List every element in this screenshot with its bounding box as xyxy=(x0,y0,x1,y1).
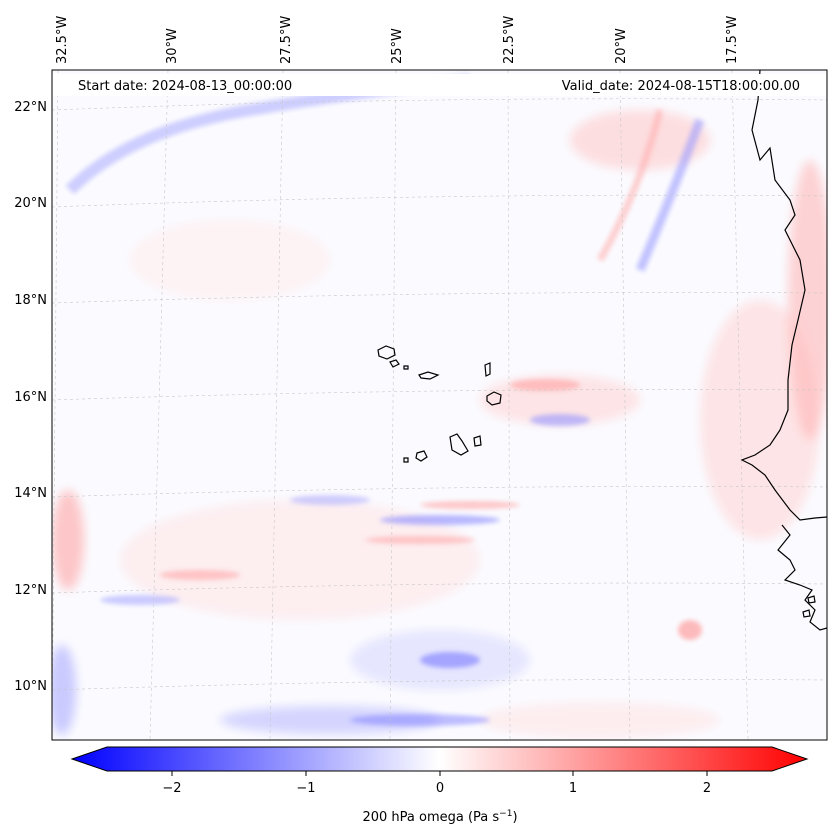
valid-date-text: Valid_date: 2024-08-15T18:00:00.00 xyxy=(562,79,800,94)
lon-tick-label: 22.5°W xyxy=(502,16,517,64)
colorbar-tick-label: −2 xyxy=(162,781,181,796)
island-fogo xyxy=(415,450,428,462)
lon-tick-label: 32.5°W xyxy=(55,16,70,64)
lat-tick-label: 16°N xyxy=(14,390,47,405)
lon-tick-label: 17.5°W xyxy=(725,16,740,64)
lon-tick-label: 25°W xyxy=(390,28,405,64)
africa-coastline xyxy=(740,70,827,631)
omega-field-broad xyxy=(52,110,827,738)
start-date-text: Start date: 2024-08-13_00:00:00 xyxy=(78,79,292,94)
island-santo-antao xyxy=(377,345,396,360)
colorbar-body xyxy=(70,746,809,772)
colorbar-tick-label: 1 xyxy=(569,781,577,796)
colorbar-label-suffix: ) xyxy=(512,810,517,825)
lat-tick-label: 22°N xyxy=(14,100,47,115)
longitude-ticks: 32.5°W 30°W 27.5°W 25°W 22.5°W 20°W 17.5… xyxy=(55,16,740,64)
map-panel: Start date: 2024-08-13_00:00:00 Valid_da… xyxy=(51,69,828,741)
coastline-mauritania-senegal xyxy=(740,70,827,521)
island-sal xyxy=(484,362,491,377)
island-santiago xyxy=(449,433,469,456)
island-sao-vicente xyxy=(389,359,400,368)
lat-tick-label: 18°N xyxy=(14,293,47,308)
map-frame xyxy=(51,69,828,741)
date-header-strip xyxy=(53,74,826,96)
latitude-ticks: 22°N 20°N 18°N 16°N 14°N 12°N 10°N xyxy=(14,100,47,694)
island-santa-luzia xyxy=(403,365,409,370)
colorbar-tick-label: 2 xyxy=(703,781,711,796)
graticule xyxy=(52,70,827,740)
island-boa-vista xyxy=(486,391,502,406)
colorbar-ticks xyxy=(171,771,708,776)
lat-tick-label: 20°N xyxy=(14,196,47,211)
colorbar-label-prefix: 200 hPa omega (Pa s xyxy=(362,810,499,825)
lat-tick-label: 10°N xyxy=(14,679,47,694)
island-sao-nicolau xyxy=(418,371,440,380)
lon-tick-label: 30°W xyxy=(165,28,180,64)
island-brava xyxy=(403,457,409,463)
omega-field-streaks xyxy=(65,74,705,726)
colorbar-label: 200 hPa omega (Pa s−1) xyxy=(362,809,517,825)
island-maio xyxy=(473,435,482,447)
cape-verde-islands xyxy=(377,345,502,463)
bijagos-islands xyxy=(802,595,816,618)
coastline-guinea-bissau xyxy=(777,524,827,631)
lat-tick-label: 14°N xyxy=(14,486,47,501)
colorbar-tick-label: 0 xyxy=(436,781,444,796)
colorbar: −2 −1 0 1 2 200 hPa omega (Pa s−1) xyxy=(70,746,809,825)
colorbar-label-exponent: −1 xyxy=(499,809,512,819)
colorbar-tick-label: −1 xyxy=(296,781,315,796)
lat-tick-label: 12°N xyxy=(14,583,47,598)
lon-tick-label: 20°W xyxy=(614,28,629,64)
lon-tick-label: 27.5°W xyxy=(279,16,294,64)
